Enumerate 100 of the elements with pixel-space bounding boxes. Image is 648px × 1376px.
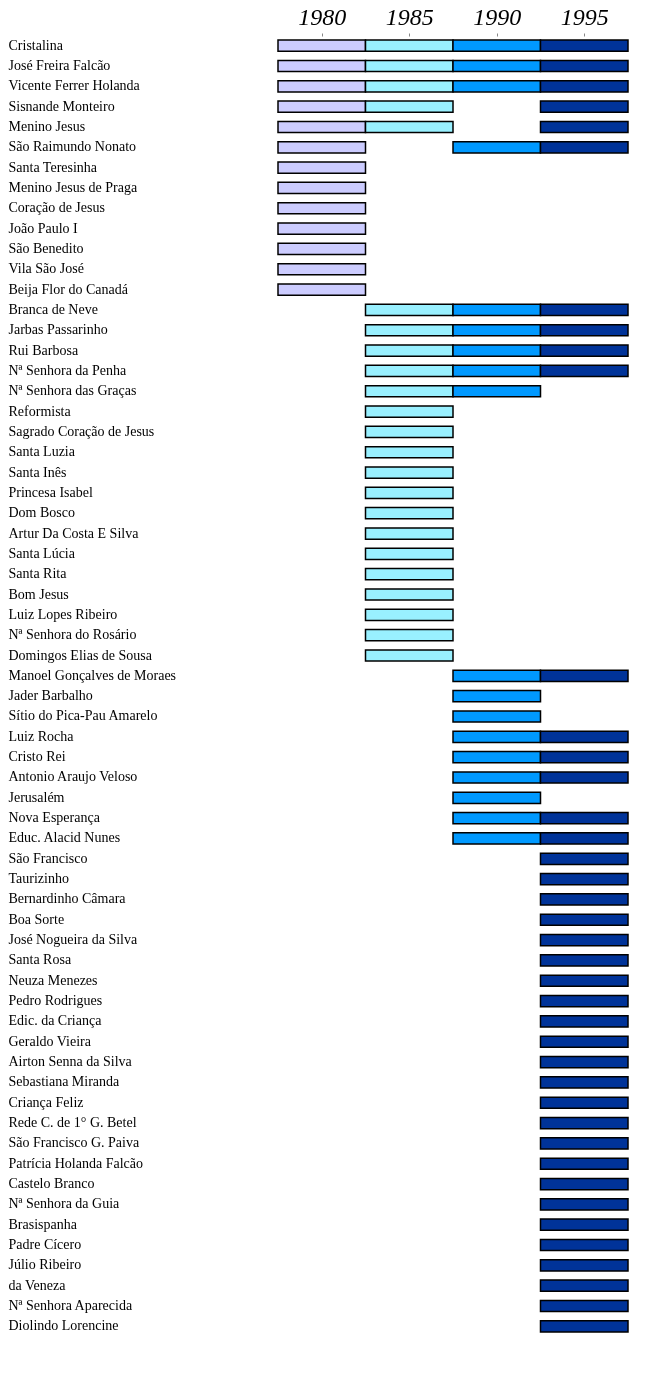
y-tick-label: Pedro Rodrigues [8, 993, 103, 1009]
bar [539, 1015, 629, 1028]
bar [539, 120, 629, 134]
y-tick-label: Padre Cícero [8, 1237, 82, 1253]
bar [539, 933, 629, 947]
bar [539, 1035, 629, 1049]
y-tick-label: São Raimundo Nonato [8, 139, 137, 155]
y-tick-label: Rui Barbosa [8, 342, 79, 358]
y-tick-label: José Freira Falcão [8, 57, 111, 73]
bar [277, 181, 367, 195]
bar [539, 1320, 629, 1333]
bar [539, 954, 629, 967]
y-tick-label: Sebastiana Miranda [8, 1074, 121, 1090]
bar [364, 588, 454, 601]
y-tick-label: Boa Sorte [8, 911, 65, 927]
y-tick-label: Dom Bosco [8, 505, 75, 521]
y-tick-label: da Veneza [8, 1277, 67, 1293]
x-tick-label: 1995 [560, 3, 609, 30]
y-tick-label: Sisnande Monteiro [8, 98, 115, 114]
bar [364, 405, 454, 418]
y-tick-label: Vicente Ferrer Holanda [8, 78, 141, 94]
y-tick-label: Neuza Menezes [8, 972, 98, 988]
bar [364, 567, 454, 581]
y-tick-label: Bom Jesus [8, 586, 69, 602]
y-tick-label: Menino Jesus [8, 118, 86, 134]
y-tick-label: Santa Teresinha [8, 159, 98, 175]
y-tick-label: Antonio Araujo Veloso [8, 769, 138, 785]
y-tick-label: Jarbas Passarinho [8, 322, 108, 338]
bar [364, 649, 454, 662]
bar [539, 1218, 629, 1232]
bar [539, 1116, 629, 1130]
y-tick-label: Nª Senhora das Graças [8, 383, 137, 399]
y-tick-label: Luiz Rocha [8, 728, 75, 744]
y-tick-label: José Nogueira da Silva [8, 932, 138, 948]
y-tick-label: Beija Flor do Canadá [8, 281, 129, 297]
bar [364, 527, 454, 540]
y-tick-label: Rede C. de 1° G. Betel [8, 1115, 137, 1131]
y-tick-label: Jerusalém [8, 789, 65, 805]
y-tick-label: Taurizinho [8, 871, 69, 887]
y-tick-label: Airton Senna da Silva [8, 1054, 133, 1070]
bar [539, 100, 629, 113]
y-tick-label: Criança Feliz [8, 1094, 84, 1110]
bar [277, 201, 367, 215]
y-tick-label: Diolindo Lorencine [8, 1318, 119, 1334]
y-tick-label: Santa Rosa [8, 952, 72, 968]
x-tick-label: 1990 [473, 3, 522, 30]
bar [452, 689, 542, 703]
bar [364, 547, 454, 561]
bar [452, 710, 542, 723]
y-tick-label: Princesa Isabel [8, 484, 93, 500]
y-tick-label: Brasispanha [8, 1216, 78, 1232]
y-tick-label: Geraldo Vieira [8, 1033, 92, 1049]
y-tick-label: Branca de Neve [8, 301, 98, 317]
bar [277, 222, 367, 235]
bar [539, 1177, 629, 1191]
y-tick-label: Artur Da Costa E Silva [8, 525, 140, 541]
bar [277, 161, 367, 174]
y-tick-label: Sagrado Coração de Jesus [8, 423, 155, 439]
bar [539, 1055, 629, 1069]
y-tick-label: Domingos Elias de Sousa [8, 647, 153, 663]
bar [364, 486, 454, 500]
bar [539, 872, 629, 886]
y-tick-label: Bernardinho Câmara [8, 891, 127, 907]
y-tick-label: São Francisco G. Paiva [8, 1135, 140, 1151]
bar [364, 628, 454, 642]
bar [539, 893, 629, 906]
y-tick-label: Manoel Gonçalves de Moraes [8, 667, 177, 683]
y-tick-label: Júlio Ribeiro [8, 1257, 82, 1273]
bar [364, 466, 454, 479]
bar [539, 1299, 629, 1313]
bar [539, 913, 629, 927]
y-tick-label: Menino Jesus de Praga [8, 179, 138, 195]
x-tick-label: 1980 [298, 3, 347, 30]
y-tick-label: Edic. da Criança [8, 1013, 103, 1029]
bar [277, 140, 367, 154]
y-tick-label: Nª Senhora da Guia [8, 1196, 121, 1212]
y-tick-label: Vila São José [8, 261, 84, 277]
y-tick-label: São Benedito [8, 240, 84, 256]
bar [539, 1137, 629, 1150]
bar [277, 262, 367, 276]
bar [277, 283, 367, 296]
y-tick-label: Jader Barbalho [8, 688, 93, 704]
y-tick-label: Patrícia Holanda Falcão [8, 1155, 144, 1171]
y-tick-label: Santa Luzia [8, 444, 76, 460]
bar [539, 1238, 629, 1252]
y-tick-label: Nª Senhora Aparecida [8, 1298, 133, 1314]
x-tick-label: 1985 [385, 3, 434, 30]
y-tick-label: Santa Rita [8, 566, 68, 582]
bar [539, 1157, 629, 1171]
y-tick-label: Sítio do Pica-Pau Amarelo [8, 708, 158, 724]
y-tick-label: João Paulo I [8, 220, 79, 236]
bar [539, 1076, 629, 1089]
bar [539, 852, 629, 866]
y-tick-label: Cristo Rei [8, 749, 66, 765]
y-tick-label: Nª Senhora da Penha [8, 362, 128, 378]
bar [539, 994, 629, 1008]
y-tick-label: Nova Esperança [8, 810, 101, 826]
y-tick-label: Santa Inês [8, 464, 67, 480]
bar [452, 791, 542, 805]
y-tick-label: Santa Lúcia [8, 545, 76, 561]
